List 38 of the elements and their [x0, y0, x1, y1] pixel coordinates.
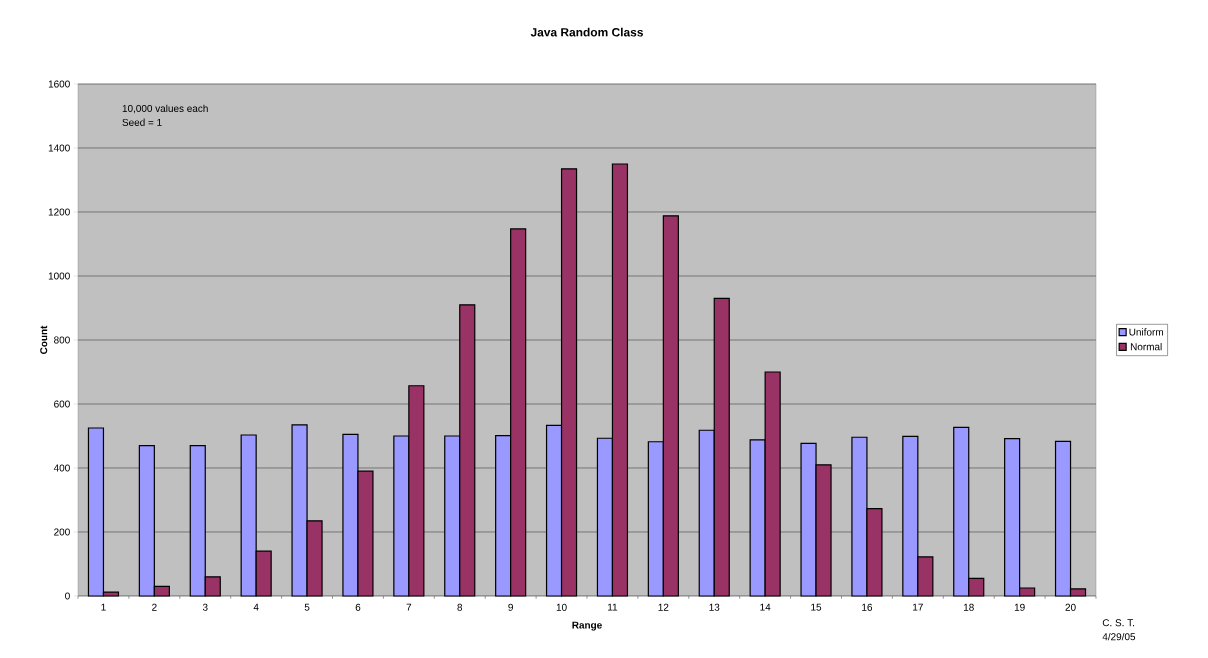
- y-tick-label: 600: [54, 400, 70, 408]
- legend-label: Normal: [1130, 342, 1162, 351]
- x-tick-label: 10: [556, 603, 567, 611]
- x-tick-label: 17: [913, 603, 923, 611]
- x-tick-label: 15: [811, 603, 822, 611]
- x-tick-label: 13: [709, 603, 720, 611]
- chart-title: Java Random Class: [530, 27, 643, 37]
- text: C. S. T.: [1102, 619, 1135, 627]
- x-tick-label: 16: [862, 603, 873, 611]
- x-tick-label: 19: [1014, 603, 1025, 611]
- x-tick-label: 2: [152, 603, 157, 611]
- x-tick-label: 8: [457, 603, 463, 611]
- legend-label: Uniform: [1129, 328, 1163, 336]
- y-tick-label: 400: [53, 464, 70, 472]
- x-tick-label: 20: [1065, 603, 1076, 611]
- x-tick-label: 1: [101, 603, 106, 611]
- x-tick-label: 12: [658, 603, 669, 611]
- x-axis-title: Range: [572, 621, 602, 631]
- x-tick-label: 18: [963, 603, 974, 611]
- y-tick-label: 200: [54, 528, 70, 536]
- y-tick-label: 1200: [48, 208, 70, 216]
- y-tick-label: 1600: [48, 80, 70, 88]
- x-tick-label: 6: [355, 603, 361, 611]
- x-tick-label: 3: [202, 603, 208, 611]
- x-tick-label: 5: [304, 603, 310, 611]
- x-tick-label: 14: [760, 603, 771, 611]
- y-tick-label: 0: [65, 592, 70, 600]
- x-tick-label: 11: [608, 603, 618, 611]
- annotation: 10,000 values each: [122, 104, 208, 114]
- y-tick-label: 1400: [48, 144, 70, 152]
- y-tick-label: 800: [54, 336, 70, 344]
- x-tick-label: 7: [406, 603, 412, 611]
- y-tick-label: 1000: [48, 272, 70, 280]
- x-tick-label: 4: [253, 603, 259, 611]
- y-axis-title: Count: [40, 325, 48, 354]
- text: 4/29/05: [1102, 632, 1136, 641]
- annotation: Seed = 1: [122, 118, 162, 126]
- x-tick-label: 9: [508, 603, 513, 611]
